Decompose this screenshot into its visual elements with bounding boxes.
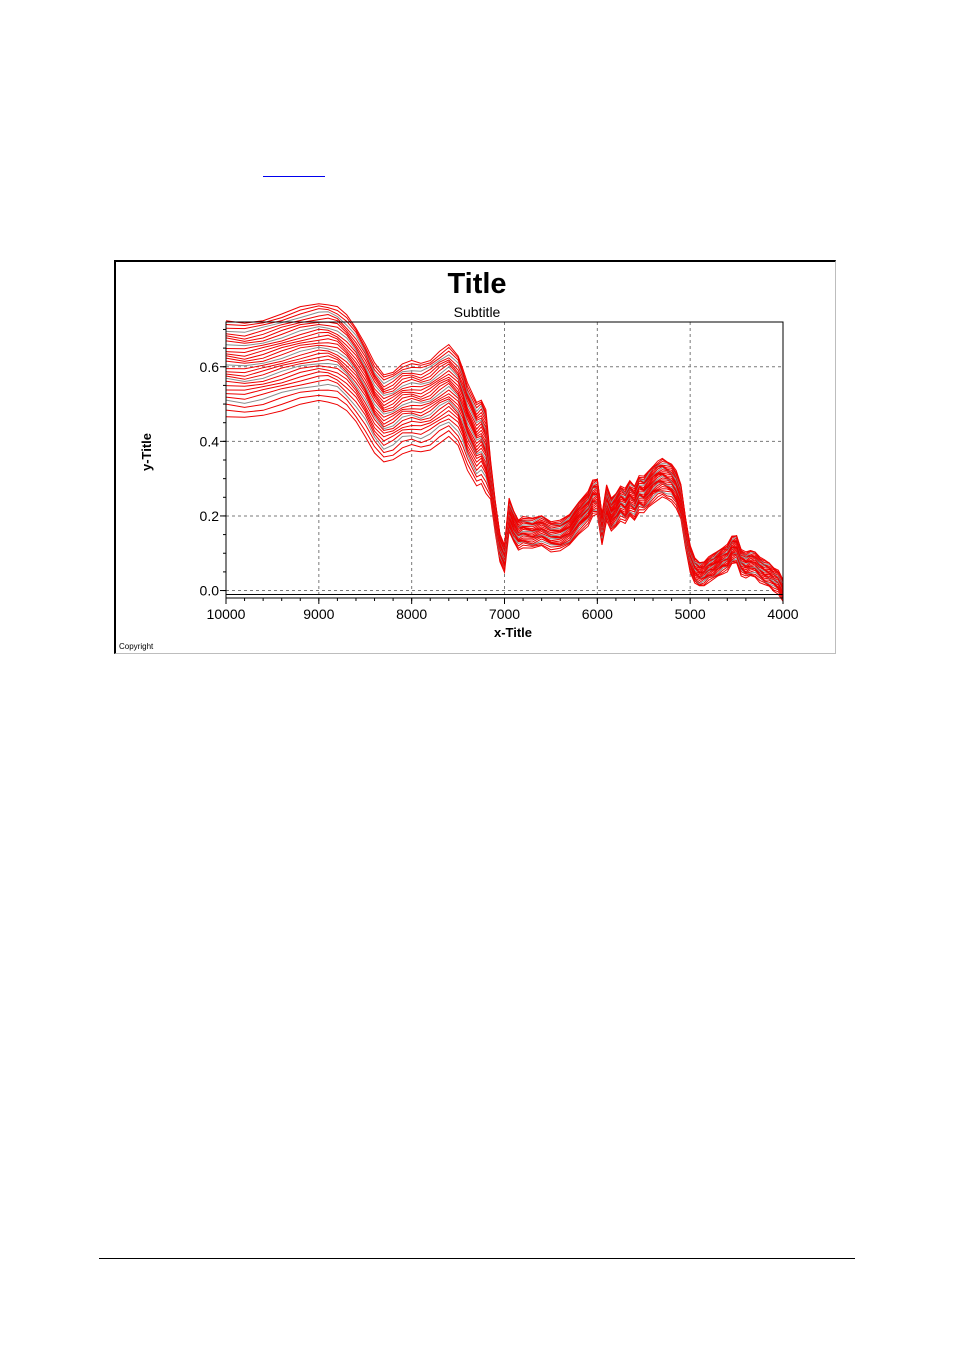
series-line bbox=[225, 331, 784, 589]
axes-layer: 10000 9000 8000 7000 6000 5000 4000 0.0 0.2 0.4 0.… bbox=[200, 321, 799, 622]
x-tick-label: 6000 bbox=[582, 606, 613, 622]
x-tick-label: 7000 bbox=[489, 606, 520, 622]
series-line bbox=[225, 399, 784, 602]
footer-rule bbox=[99, 1258, 855, 1259]
copyright-label: Copyright bbox=[119, 642, 154, 651]
x-tick-label: 5000 bbox=[675, 606, 706, 622]
x-tick-label: 10000 bbox=[207, 606, 246, 622]
series-layer bbox=[225, 303, 784, 602]
chart-subtitle: Subtitle bbox=[454, 304, 501, 320]
chart-frame: Title Subtitle y-Title x-Title Copyright… bbox=[114, 260, 836, 654]
series-line bbox=[225, 303, 784, 581]
x-tick-label: 8000 bbox=[396, 606, 427, 622]
y-tick-label: 0.6 bbox=[200, 359, 220, 375]
chart-svg: Title Subtitle y-Title x-Title Copyright… bbox=[119, 268, 799, 651]
y-tick-label: 0.0 bbox=[200, 583, 220, 599]
y-axis-title: y-Title bbox=[139, 433, 154, 471]
x-tick-label: 9000 bbox=[303, 606, 334, 622]
series-line bbox=[225, 374, 784, 598]
y-tick-label: 0.4 bbox=[200, 433, 220, 449]
series-line bbox=[225, 394, 784, 601]
hyperlink-underline[interactable] bbox=[263, 176, 325, 177]
chart-title: Title bbox=[447, 268, 506, 300]
series-line bbox=[225, 352, 784, 593]
x-axis-title: x-Title bbox=[494, 625, 532, 640]
x-tick-label: 4000 bbox=[767, 606, 798, 622]
series-line bbox=[225, 311, 784, 584]
series-line bbox=[225, 379, 784, 600]
y-tick-label: 0.2 bbox=[200, 508, 220, 524]
